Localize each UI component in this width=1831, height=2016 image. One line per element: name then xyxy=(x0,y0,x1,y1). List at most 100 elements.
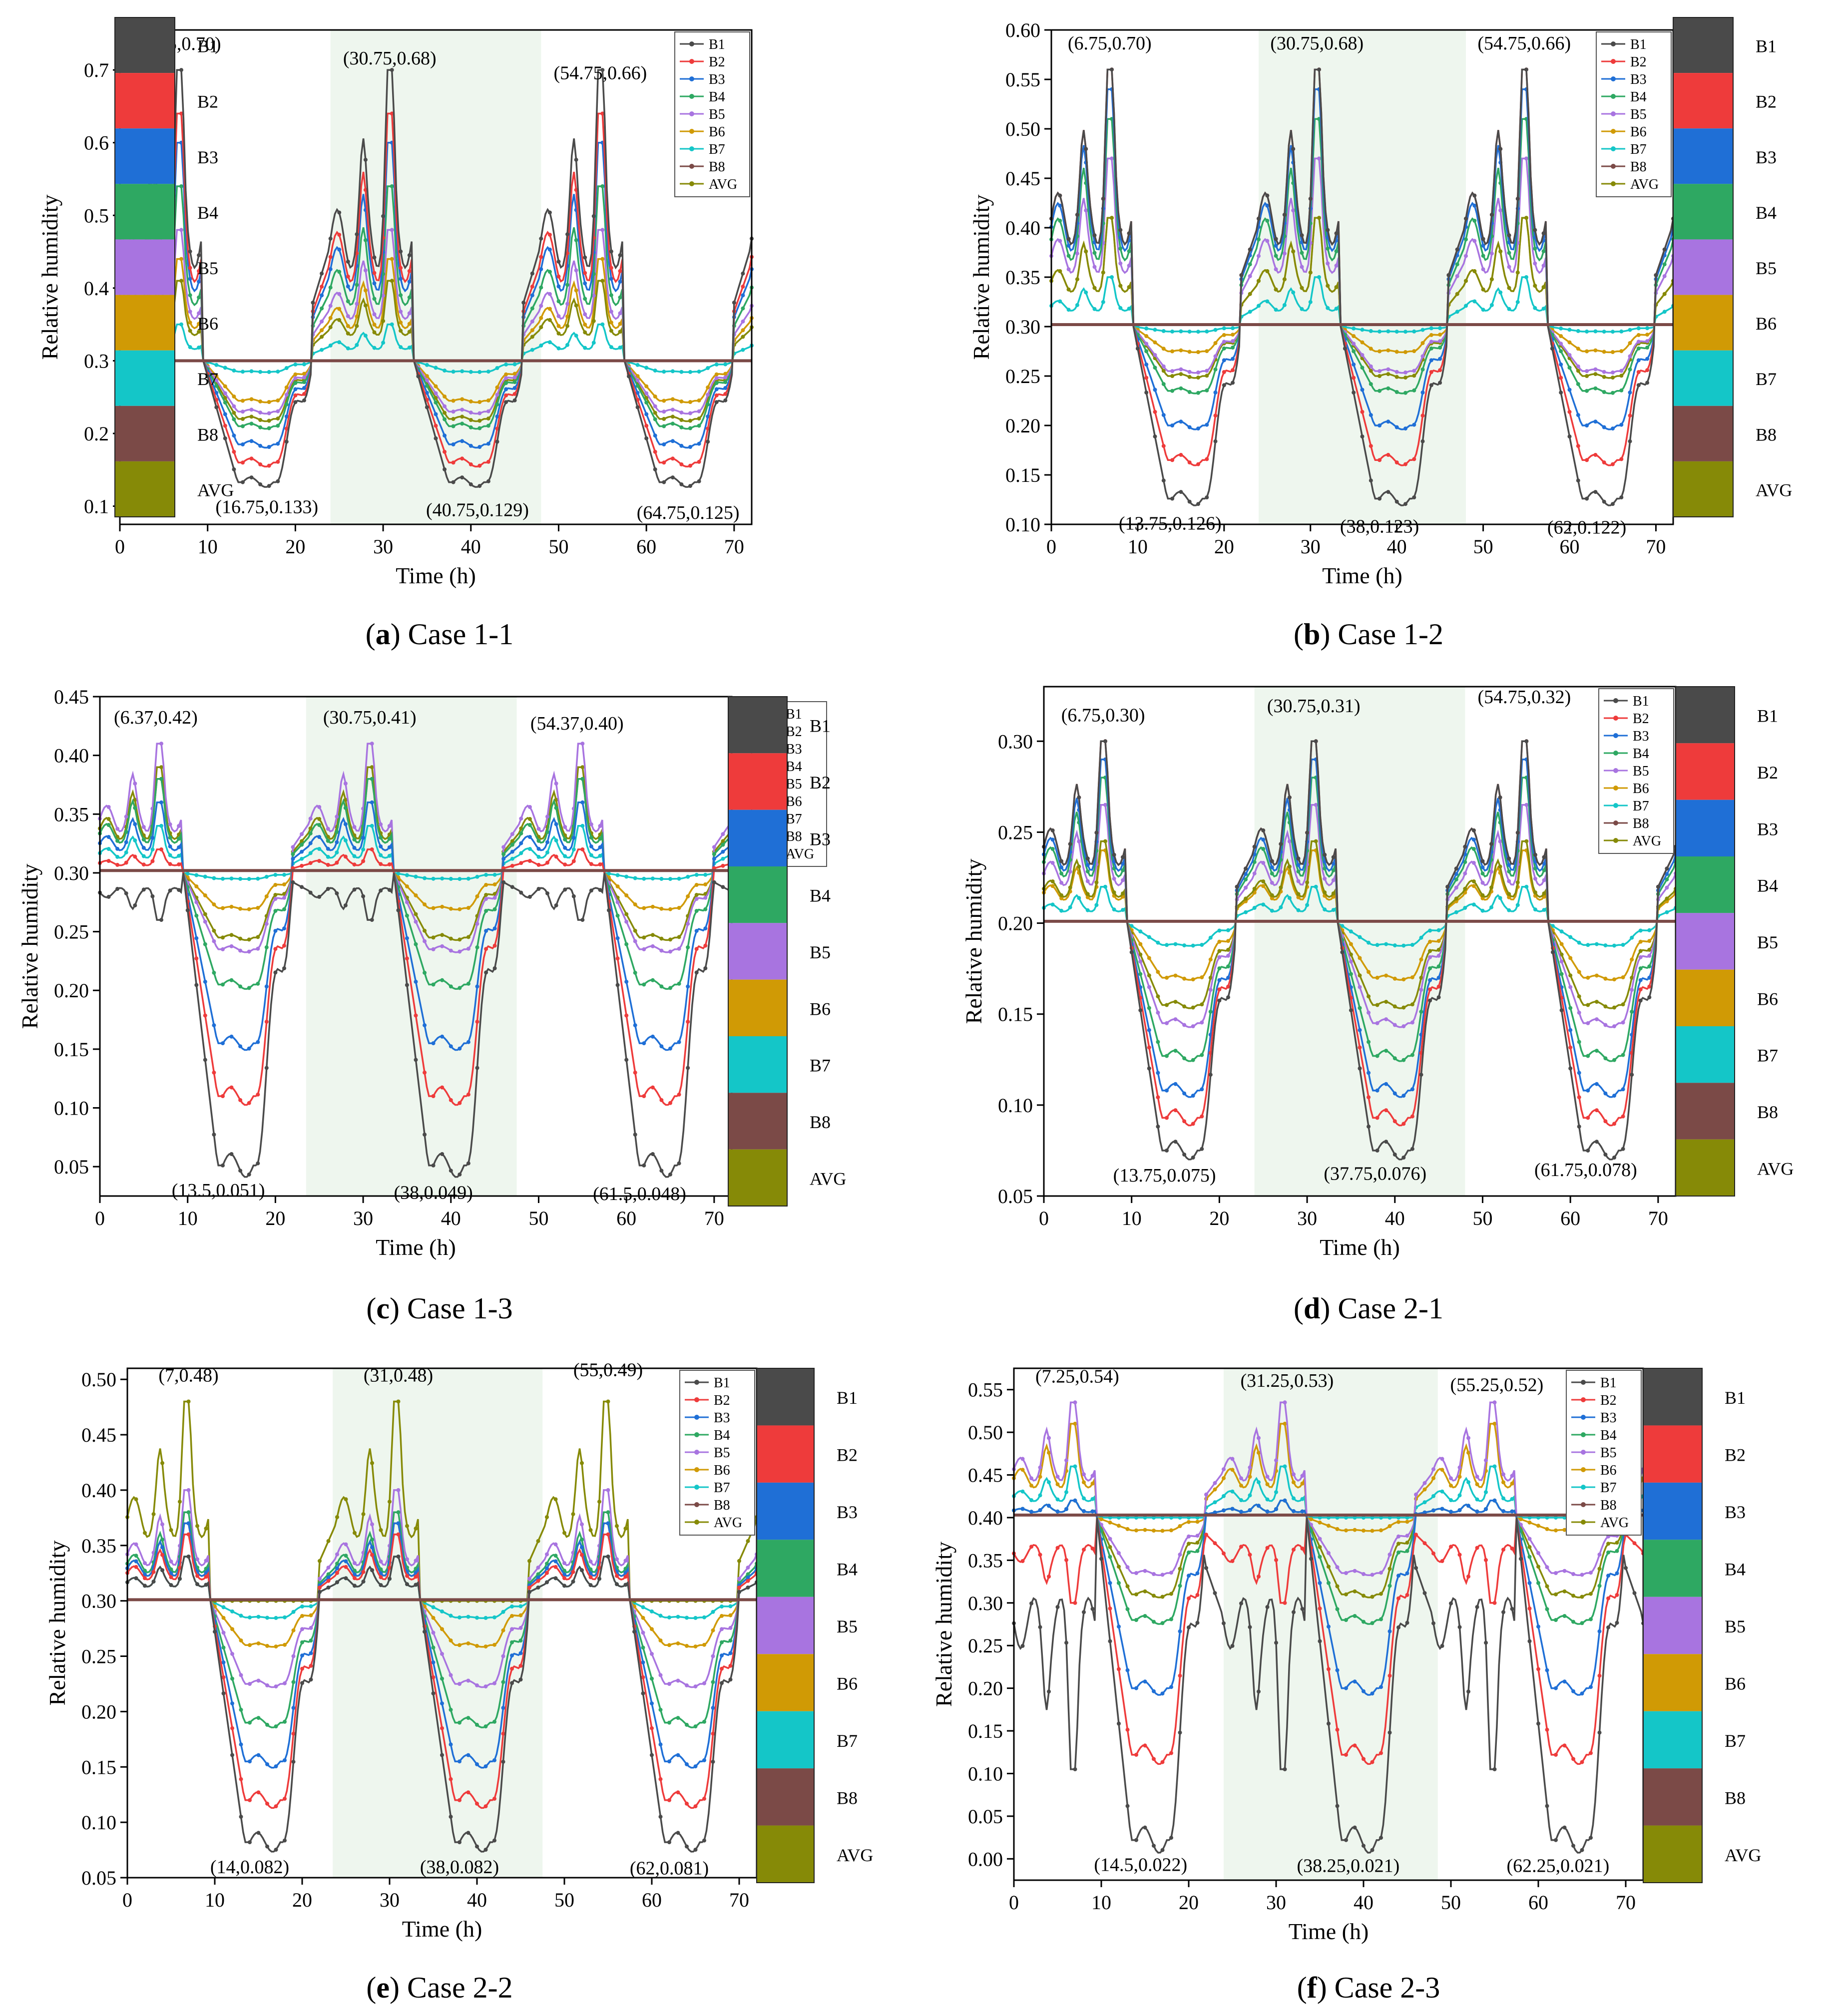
colorbar-label: B5 xyxy=(837,1616,858,1636)
x-tick-label: 70 xyxy=(704,1207,724,1229)
x-tick-label: 40 xyxy=(1385,1207,1405,1229)
legend-marker-b2 xyxy=(694,1397,699,1402)
x-tick-label: 50 xyxy=(554,1889,574,1911)
y-tick-label: 0.30 xyxy=(968,1592,1003,1614)
y-tick-label: 0.25 xyxy=(968,1634,1003,1657)
legend: B1 B2 B3 B4 B5 B6 B7 B8 AVG xyxy=(1598,688,1674,854)
colorbar-segment-avg xyxy=(1673,461,1733,517)
x-tick-label: 50 xyxy=(1472,1207,1492,1229)
x-tick-label: 40 xyxy=(1387,535,1407,558)
x-tick-label: 0 xyxy=(1039,1207,1049,1229)
colorbar-label: AVG xyxy=(1756,480,1792,500)
x-tick-label: 70 xyxy=(1648,1207,1668,1229)
series-avg-line xyxy=(119,280,753,422)
x-tick-label: 20 xyxy=(265,1207,285,1229)
colorbar-label: B2 xyxy=(1757,763,1778,783)
y-tick-label: 0.05 xyxy=(998,1185,1033,1208)
x-tick-label: 20 xyxy=(1209,1207,1229,1229)
series-b7-line xyxy=(119,323,753,373)
legend-marker-b4 xyxy=(694,1432,699,1437)
colorbar-label: B2 xyxy=(837,1445,858,1465)
colorbar-segment-b5 xyxy=(115,239,175,295)
colorbar-label: B2 xyxy=(197,92,218,112)
legend-marker-avg xyxy=(1611,181,1616,186)
series-b4-line xyxy=(1050,118,1674,395)
colorbar-segment-b5 xyxy=(728,923,787,980)
y-tick-label: 0.40 xyxy=(1005,217,1040,239)
x-tick-label: 30 xyxy=(1301,535,1321,558)
shaded-band xyxy=(330,30,541,524)
data-annotation: (62,0.081) xyxy=(630,1858,709,1879)
x-axis-label: Time (h) xyxy=(402,1916,482,1942)
colorbar-segment-b2 xyxy=(1676,743,1735,800)
colorbar-label: B3 xyxy=(197,147,218,167)
legend-marker-b1 xyxy=(1613,698,1618,703)
colorbar-segment-b1 xyxy=(1643,1368,1702,1426)
colorbar-segment-b2 xyxy=(115,73,175,129)
colorbar-segment-b6 xyxy=(1676,969,1735,1026)
colorbar-label: B1 xyxy=(810,716,831,736)
colorbar-segment-b1 xyxy=(728,697,787,754)
colorbar-segment-b4 xyxy=(1673,184,1733,240)
colorbar-label: B1 xyxy=(197,36,218,56)
y-tick-label: 0.60 xyxy=(1005,19,1040,41)
legend-label: B4 xyxy=(786,759,802,775)
legend-label: B2 xyxy=(709,54,725,70)
legend-marker-b6 xyxy=(1581,1467,1586,1472)
colorbar-segment-b1 xyxy=(757,1368,814,1426)
legend-label: B1 xyxy=(786,707,802,722)
colorbar-label: B2 xyxy=(1725,1445,1746,1465)
legend-marker-b2 xyxy=(689,59,694,64)
data-annotation: (16.75,0.133) xyxy=(215,497,318,518)
legend-label: B4 xyxy=(1633,746,1649,762)
colorbar-label: B6 xyxy=(1757,989,1778,1009)
panel-caption: (a) Case 1-1 xyxy=(366,618,514,651)
colorbar-label: B2 xyxy=(1756,92,1777,112)
y-tick-label: 0.40 xyxy=(54,745,89,767)
y-tick-label: 0.20 xyxy=(81,1700,116,1723)
colorbar-label: B1 xyxy=(1757,706,1778,726)
colorbar-label: B3 xyxy=(1757,819,1778,839)
x-tick-label: 30 xyxy=(380,1889,400,1911)
x-axis-label: Time (h) xyxy=(1289,1919,1369,1944)
colorbar-label: AVG xyxy=(837,1845,873,1865)
legend-label: B3 xyxy=(786,742,802,757)
legend-label: B1 xyxy=(1630,37,1647,52)
y-tick-label: 0.1 xyxy=(84,495,109,518)
legend-marker-b1 xyxy=(694,1380,699,1385)
y-tick-label: 0.35 xyxy=(54,803,89,825)
legend-label: B7 xyxy=(1633,799,1649,814)
y-tick-label: 0.35 xyxy=(1005,266,1040,289)
y-tick-label: 0.7 xyxy=(84,59,109,81)
x-tick-label: 0 xyxy=(95,1207,105,1229)
legend-label: B3 xyxy=(714,1410,730,1426)
colorbar-label: B5 xyxy=(1756,258,1777,278)
legend-marker-b4 xyxy=(689,94,694,99)
x-tick-label: 0 xyxy=(115,535,125,558)
legend-label: AVG xyxy=(1600,1515,1629,1531)
colorbar-segment-b8 xyxy=(1643,1768,1702,1826)
series-b5-line xyxy=(119,229,753,415)
colorbar-frame xyxy=(1673,17,1734,517)
y-tick-label: 0.4 xyxy=(84,277,109,300)
legend-label: B6 xyxy=(786,794,802,809)
colorbar-segment-b7 xyxy=(115,350,175,406)
legend-label: B8 xyxy=(1633,816,1649,831)
y-tick-label: 0.00 xyxy=(968,1848,1003,1870)
data-annotation: (38,0.082) xyxy=(420,1857,499,1878)
legend-label: B2 xyxy=(714,1393,730,1408)
colorbar-segment-b5 xyxy=(1676,913,1735,970)
colorbar-label: B4 xyxy=(837,1560,858,1580)
legend: B1 B2 B3 B4 B5 B6 B7 B8 AVG xyxy=(674,31,750,197)
colorbar-label: B7 xyxy=(1756,369,1777,389)
data-annotation: (54.37,0.40) xyxy=(530,713,624,734)
legend-label: B5 xyxy=(1600,1445,1617,1461)
data-annotation: (6.75,0.70) xyxy=(1068,33,1152,54)
legend-label: B8 xyxy=(1630,159,1647,175)
colorbar: B1 B2 B3 B4 B5 B6 B7 B8 AVG xyxy=(728,696,846,1207)
legend-marker-b7 xyxy=(1611,146,1616,151)
colorbar-label: AVG xyxy=(1757,1159,1794,1179)
y-tick-label: 0.05 xyxy=(968,1805,1003,1828)
